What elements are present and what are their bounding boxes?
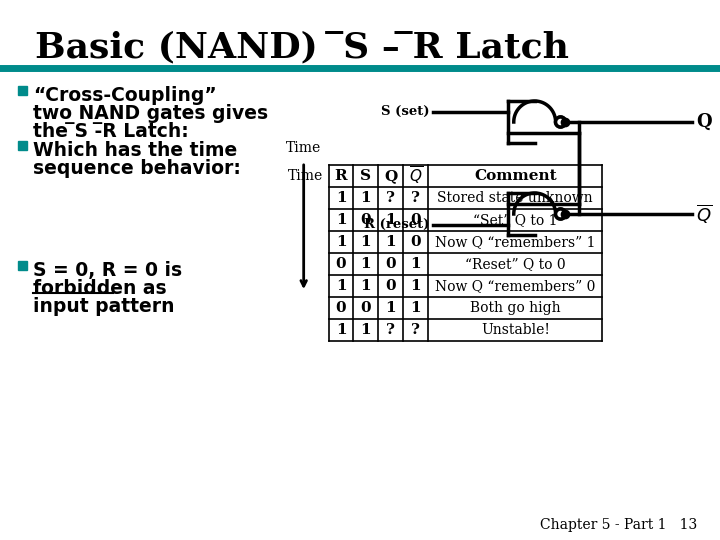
Text: 1: 1 <box>410 279 421 293</box>
Text: R (reset): R (reset) <box>364 218 429 231</box>
Text: Both go high: Both go high <box>470 301 561 315</box>
Text: 1: 1 <box>336 191 346 205</box>
Text: Now Q “remembers” 0: Now Q “remembers” 0 <box>435 279 595 293</box>
Text: 1: 1 <box>385 301 396 315</box>
Text: ?: ? <box>411 323 420 337</box>
Text: Basic (NAND)  ̅S – ̅R Latch: Basic (NAND) ̅S – ̅R Latch <box>35 30 569 64</box>
Text: “Set” Q to 1: “Set” Q to 1 <box>473 213 557 227</box>
Text: 1: 1 <box>410 301 421 315</box>
Text: “Reset” Q to 0: “Reset” Q to 0 <box>465 257 566 271</box>
Text: 1: 1 <box>361 323 372 337</box>
Text: 0: 0 <box>410 235 421 249</box>
Bar <box>18 261 27 270</box>
Text: 0: 0 <box>410 213 421 227</box>
Text: sequence behavior:: sequence behavior: <box>33 159 240 178</box>
Text: Comment: Comment <box>474 169 557 183</box>
Text: Time: Time <box>286 141 321 155</box>
Text: Chapter 5 - Part 1   13: Chapter 5 - Part 1 13 <box>540 518 697 532</box>
Text: 1: 1 <box>410 257 421 271</box>
Text: 0: 0 <box>361 213 372 227</box>
Text: Stored state unknown: Stored state unknown <box>438 191 593 205</box>
Text: 1: 1 <box>336 279 346 293</box>
Text: 1: 1 <box>385 235 396 249</box>
Text: 1: 1 <box>361 235 372 249</box>
Text: two NAND gates gives: two NAND gates gives <box>33 104 268 123</box>
Text: 0: 0 <box>336 257 346 271</box>
Text: S (set): S (set) <box>381 105 429 118</box>
Text: forbidden as: forbidden as <box>33 279 166 298</box>
Text: Unstable!: Unstable! <box>481 323 549 337</box>
Text: S: S <box>361 169 372 183</box>
Polygon shape <box>556 117 565 127</box>
Text: 1: 1 <box>336 213 346 227</box>
Text: ?: ? <box>411 191 420 205</box>
Text: 0: 0 <box>336 301 346 315</box>
Text: 1: 1 <box>385 213 396 227</box>
Text: ?: ? <box>387 191 395 205</box>
Text: 1: 1 <box>361 257 372 271</box>
Text: 0: 0 <box>385 279 396 293</box>
Bar <box>18 141 27 150</box>
Text: “Cross-Coupling”: “Cross-Coupling” <box>33 86 217 105</box>
Text: S = 0, R = 0 is: S = 0, R = 0 is <box>33 261 182 280</box>
Text: R: R <box>335 169 347 183</box>
Text: Now Q “remembers” 1: Now Q “remembers” 1 <box>435 235 595 249</box>
Text: 1: 1 <box>336 235 346 249</box>
Text: 0: 0 <box>361 301 372 315</box>
Text: $\overline{Q}$: $\overline{Q}$ <box>696 202 712 225</box>
Text: 1: 1 <box>361 191 372 205</box>
Text: input pattern: input pattern <box>33 297 174 316</box>
Text: Time: Time <box>288 169 323 183</box>
Text: 0: 0 <box>385 257 396 271</box>
Text: Which has the time: Which has the time <box>33 141 237 160</box>
Polygon shape <box>556 209 565 219</box>
Text: ?: ? <box>387 323 395 337</box>
Bar <box>18 86 27 95</box>
Text: Q: Q <box>384 169 397 183</box>
Text: 1: 1 <box>361 279 372 293</box>
Text: 1: 1 <box>336 323 346 337</box>
Text: $\overline{Q}$: $\overline{Q}$ <box>409 165 423 187</box>
Text: the ̅S -̅R Latch:: the ̅S -̅R Latch: <box>33 122 189 141</box>
Text: Q: Q <box>696 113 711 131</box>
